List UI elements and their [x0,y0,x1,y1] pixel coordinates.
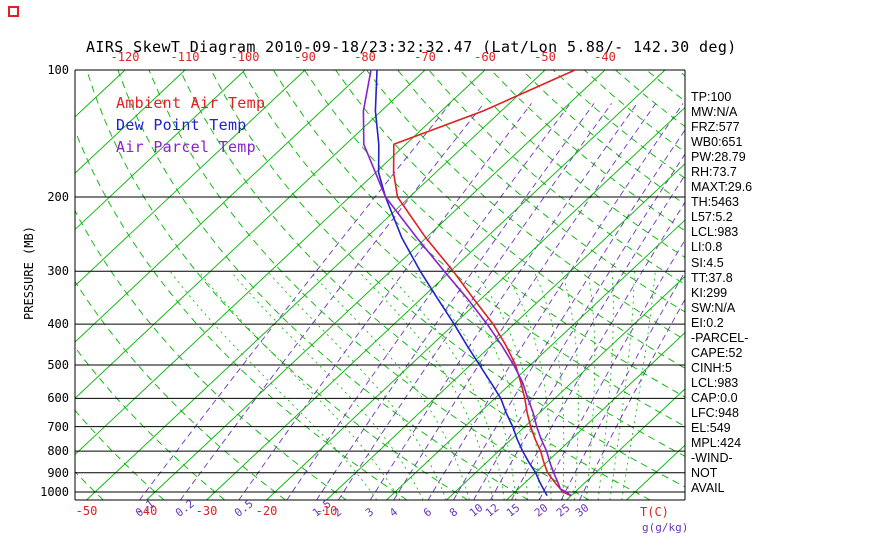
pressure-tick: 300 [47,264,69,279]
pressure-axis-title: PRESSURE (MB) [22,226,36,320]
bottom-temp-tick: -50 [75,504,98,518]
top-temp-tick: -80 [354,50,376,64]
chart-title: AIRS SkewT Diagram 2010-09-18/23:32:32.4… [86,38,737,56]
pressure-tick: 400 [47,317,69,332]
mixing-unit-label: g(g/kg) [642,521,689,534]
legend-item: Ambient Air Temp [116,94,266,112]
stats-line: AVAIL [691,481,725,496]
stats-line: SW:N/A [691,300,736,315]
top-temp-tick: -100 [230,50,260,64]
stats-line: LCL:983 [691,375,739,390]
stats-line: CINH:5 [691,360,732,375]
pressure-tick: 500 [47,357,69,372]
stats-panel: TP:100 MW:N/A FRZ:577 WB0:651 PW:28.79 RH:73.… [691,90,752,496]
stats-line: MW:N/A [691,105,738,120]
pressure-tick: 700 [47,419,69,434]
stats-line: RH:73.7 [691,165,737,180]
legend-item: Air Parcel Temp [116,138,256,156]
stats-line: LI:0.8 [691,240,723,255]
stats-line: NOT [691,466,718,481]
stats-line: TP:100 [691,90,732,104]
temp-unit-label: T(C) [640,505,669,519]
top-temp-tick: -70 [414,50,436,64]
top-temp-tick: -110 [170,50,200,64]
top-temp-tick: -60 [474,50,496,64]
curve-air-parcel-temp [362,70,572,497]
stats-line: CAP:0.0 [691,390,738,405]
sounding-curves [362,70,576,497]
stats-line: EI:0.2 [691,315,724,330]
bottom-temp-tick: -30 [195,504,218,518]
bottom-temp-tick: -40 [135,504,158,518]
stats-line: KI:299 [691,285,728,300]
stats-line: -PARCEL- [691,330,749,345]
pressure-tick: 200 [47,190,69,205]
grid-lines [75,70,685,500]
stats-line: LCL:983 [691,225,739,240]
top-temp-tick: -90 [294,50,316,64]
pressure-tick: 800 [47,444,69,459]
corner-mark-icon [8,6,19,17]
stats-line: MAXT:29.6 [691,180,753,195]
stats-line: -WIND- [691,451,733,466]
top-temp-tick: -40 [594,50,616,64]
stats-line: CAPE:52 [691,345,743,360]
stats-line: L57:5.2 [691,210,733,225]
stats-line: TH:5463 [691,195,739,210]
top-temp-tick: -120 [110,50,140,64]
stats-line: PW:28.79 [691,150,746,165]
pressure-tick: 900 [47,465,69,480]
stats-line: WB0:651 [691,135,743,150]
top-temp-tick: -50 [534,50,556,64]
stats-line: FRZ:577 [691,120,740,135]
curve-dew-point-temp [374,70,548,497]
stats-line: SI:4.5 [691,255,724,270]
stats-line: EL:549 [691,421,731,436]
stats-line: LFC:948 [691,405,739,420]
bottom-temp-tick: -20 [255,504,278,518]
pressure-tick: 1000 [40,485,69,499]
stats-line: TT:37.8 [691,270,733,285]
pressure-tick: 600 [47,391,69,406]
pressure-grid [74,69,686,501]
stats-line: MPL:424 [691,436,742,451]
pressure-tick: 100 [47,63,69,77]
bottom-temp-tick: -10 [315,504,338,518]
legend-item: Dew Point Temp [116,116,247,134]
